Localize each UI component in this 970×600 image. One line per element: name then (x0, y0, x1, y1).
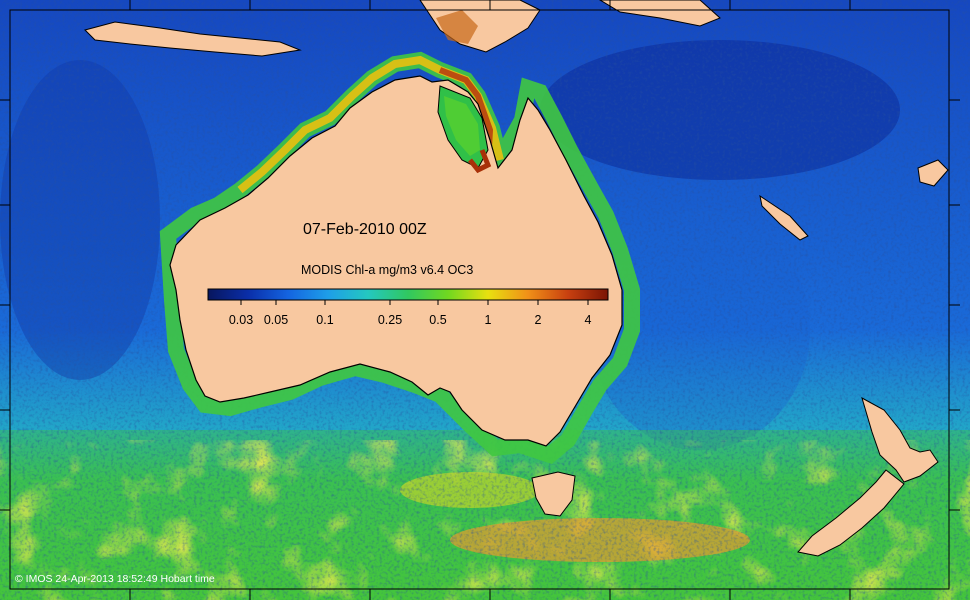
land-fiji (917, 159, 949, 187)
colorbar (207, 288, 609, 301)
land-new-guinea (419, 0, 541, 53)
colorbar-tick-label: 4 (584, 313, 592, 327)
land-tasmania (531, 471, 576, 517)
gulf-water (444, 96, 480, 156)
map-frame (9, 9, 950, 590)
colorbar-tick-label: 2 (534, 313, 542, 327)
colorbar-tick-label: 0.5 (429, 313, 447, 327)
credit-text: © IMOS 24-Apr-2013 18:52:49 Hobart time (15, 573, 215, 585)
land-new-caledonia (759, 194, 809, 241)
coastal-bloom (436, 10, 478, 44)
date-label: 07-Feb-2010 00Z (303, 221, 427, 238)
land-new-zealand-south (797, 469, 905, 557)
colorbar-tick-label: 1 (484, 313, 492, 327)
colorbar-title: MODIS Chl-a mg/m3 v6.4 OC3 (301, 263, 474, 277)
land-new-zealand-north (861, 396, 939, 483)
land-australia (169, 75, 623, 447)
gulf-bloom-south (468, 149, 492, 174)
land-islands (84, 21, 302, 57)
colorbar-tick-label: 0.05 (263, 313, 289, 327)
colorbar-ticks (240, 300, 589, 305)
land-north-islands (599, 0, 721, 27)
colorbar-tick-label: 0.03 (228, 313, 254, 327)
colorbar-tick-label: 0.25 (377, 313, 403, 327)
colorbar-tick-label: 0.1 (316, 313, 334, 327)
